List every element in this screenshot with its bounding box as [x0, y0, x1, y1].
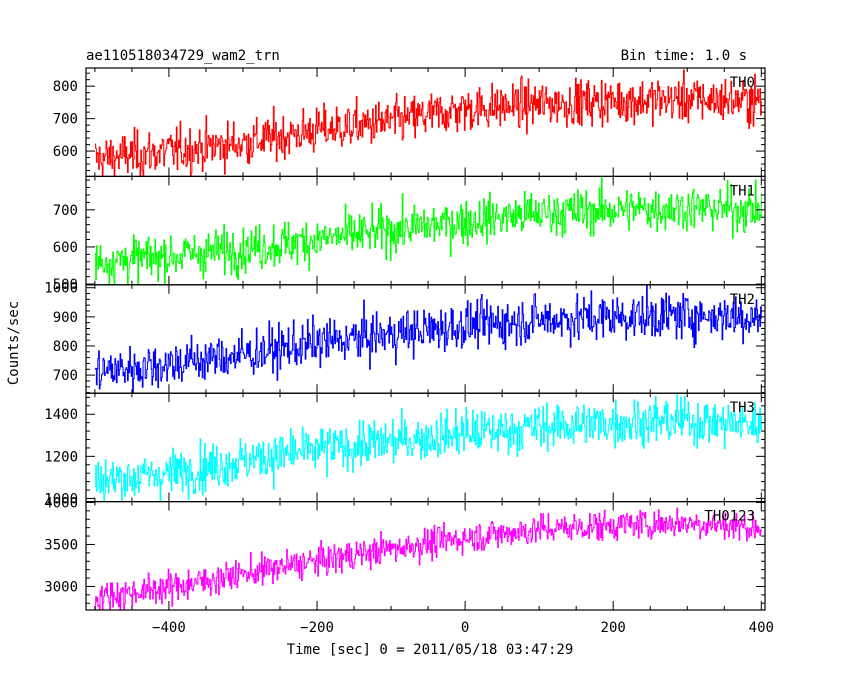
panel-label: TH2: [730, 292, 755, 308]
y-tick-label: 4000: [44, 495, 78, 511]
y-tick-label: 1200: [44, 449, 78, 465]
panel-th2: 700 800 900 1000 TH2: [44, 281, 766, 394]
y-tick-label: 1000: [44, 491, 78, 507]
panel-th1: 500 600 700 TH1: [53, 175, 766, 293]
x-tick-label: 200: [601, 620, 626, 636]
y-tick-label: 600: [53, 240, 78, 256]
panel-label: TH3: [730, 400, 755, 416]
y-axis-label: Counts/sec: [6, 301, 22, 385]
y-tick-label: 800: [53, 339, 78, 355]
x-tick-label: 400: [749, 620, 774, 636]
y-tick-label: 3000: [44, 579, 78, 595]
series-line-th0123: [94, 507, 762, 611]
x-tick-label: −200: [300, 620, 334, 636]
y-tick-label: 800: [53, 79, 78, 95]
panel-th3: 1000 1200 1400 TH3: [44, 392, 766, 507]
y-tick-label: 3500: [44, 537, 78, 553]
y-tick-label: 900: [53, 310, 78, 326]
panel-th0123: 3000 3500 4000 TH0123: [44, 495, 766, 611]
series-line-th1: [94, 176, 762, 285]
chart-title-left: ae110518034729_wam2_trn: [86, 48, 280, 64]
y-tick-label: 600: [53, 144, 78, 160]
y-tick-label: 1000: [44, 281, 78, 297]
panel-label: TH0123: [704, 509, 755, 525]
y-tick-label: 700: [53, 368, 78, 384]
x-tick-label: 0: [461, 620, 469, 636]
series-line-th0: [94, 69, 762, 177]
series-line-th2: [94, 284, 762, 394]
panel-label: TH0: [730, 75, 755, 91]
panel-th0: 600 700 800 TH0: [53, 67, 766, 178]
y-tick-label: 500: [53, 277, 78, 293]
x-tick-label: −400: [152, 620, 186, 636]
y-tick-label: 700: [53, 203, 78, 219]
y-tick-label: 700: [53, 112, 78, 128]
chart-title-right: Bin time: 1.0 s: [621, 48, 747, 64]
panel-frame: [85, 501, 766, 611]
panel-label: TH1: [730, 183, 755, 199]
y-tick-label: 1400: [44, 407, 78, 423]
x-axis-label: Time [sec] 0 = 2011/05/18 03:47:29: [287, 642, 574, 658]
series-line-th3: [94, 393, 762, 502]
